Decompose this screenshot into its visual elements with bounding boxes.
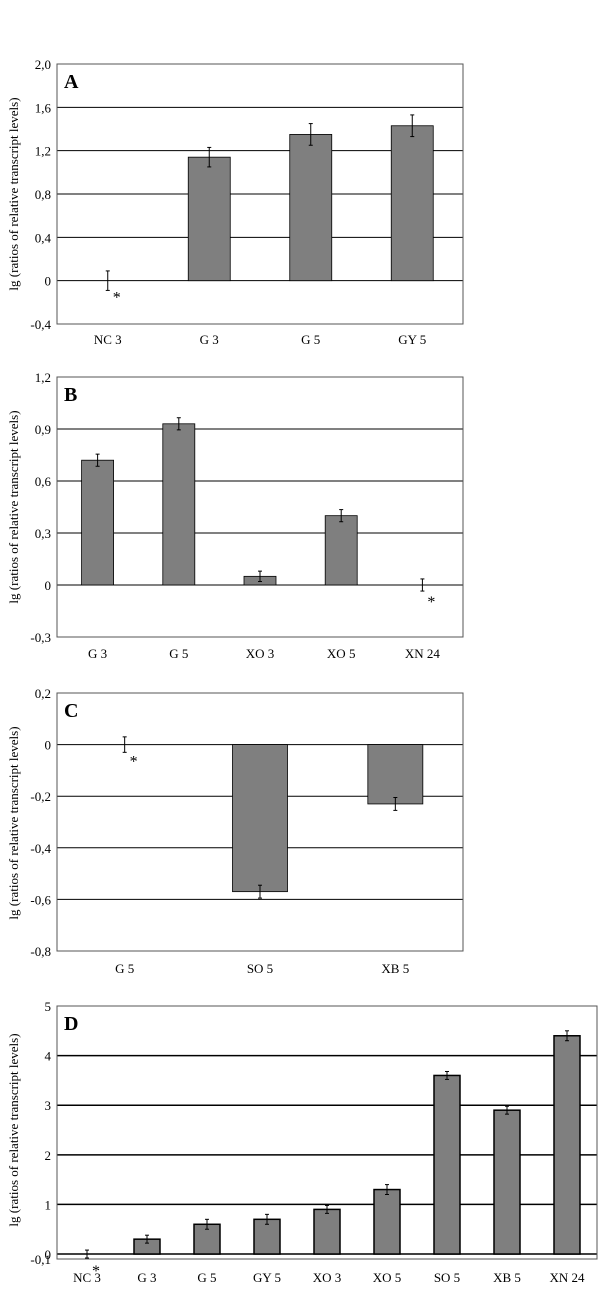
significance-asterisk: * — [427, 594, 435, 611]
y-tick-label: 0 — [45, 274, 52, 289]
category-label: G 5 — [115, 961, 134, 976]
y-tick-label: 3 — [45, 1098, 52, 1113]
category-label: XO 3 — [313, 1270, 342, 1285]
category-label: G 3 — [200, 332, 219, 347]
y-tick-label: 0,8 — [35, 187, 51, 202]
plot-frame — [56, 376, 464, 638]
y-tick-label: 0 — [45, 738, 52, 753]
significance-asterisk: * — [92, 1263, 100, 1280]
bar — [373, 1188, 401, 1255]
chart-panel-b: 1,2 0,9 0,6 0,3 0 -0,3 lg (ratios of relative … — [6, 370, 464, 661]
y-tick-label: -0,4 — [30, 841, 51, 856]
y-tick-label: 0,9 — [35, 422, 51, 437]
chart-panel-d: 5 4 3 2 1 0-0,1 lg (ratios of relative transcr… — [6, 999, 598, 1285]
y-tick-label: 2 — [45, 1148, 52, 1163]
bar — [162, 423, 196, 586]
y-tick-label: 0,4 — [35, 230, 52, 245]
category-label: XO 5 — [327, 646, 356, 661]
y-tick-label: -0,4 — [30, 317, 51, 332]
y-tick-label: 0 — [45, 578, 52, 593]
y-axis-label: lg (ratios of relative transcript levels… — [6, 726, 21, 919]
category-label: NC 3 — [73, 1270, 101, 1285]
y-tick-label: -0,3 — [30, 630, 51, 645]
bar — [81, 459, 114, 586]
y-axis-label: lg (ratios of relative transcript levels… — [6, 410, 21, 603]
category-label: XB 5 — [381, 961, 409, 976]
category-label: XN 24 — [405, 646, 441, 661]
category-label: G 5 — [301, 332, 320, 347]
y-tick-label: -0,6 — [30, 892, 51, 907]
y-tick-label: 4 — [45, 1049, 52, 1064]
panel-letter: A — [64, 71, 79, 93]
category-label: SO 5 — [434, 1270, 460, 1285]
plot-frame — [56, 692, 464, 952]
bar — [187, 156, 231, 282]
category-label: XO 5 — [373, 1270, 402, 1285]
panel-letter: D — [64, 1013, 78, 1035]
bar — [367, 744, 424, 805]
y-tick-label: 1,6 — [35, 100, 52, 115]
panel-letter: C — [64, 700, 78, 722]
y-tick-label: 5 — [45, 999, 52, 1014]
significance-asterisk: * — [113, 290, 121, 307]
category-label: G 3 — [137, 1270, 156, 1285]
chart-panel-c: 0,2 0 -0,2 -0,4 -0,6 -0,8 lg (ratios of relati… — [6, 686, 464, 976]
significance-asterisk: * — [130, 754, 138, 771]
y-tick-label: 2,0 — [35, 57, 51, 72]
y-tick-label: 1 — [45, 1197, 52, 1212]
category-label: GY 5 — [253, 1270, 281, 1285]
chart-panel-a: 2,0 1,6 1,2 0,8 0,4 0 -0,4 lg (ratios of relati… — [6, 57, 464, 347]
category-label: XO 3 — [246, 646, 275, 661]
y-tick-label: -0,1 — [30, 1252, 51, 1267]
bar — [493, 1109, 521, 1255]
bar — [324, 515, 358, 586]
y-axis-label: lg (ratios of relative transcript levels… — [6, 97, 21, 290]
category-label: GY 5 — [398, 332, 426, 347]
y-tick-label: 1,2 — [35, 370, 51, 385]
bar — [289, 134, 333, 282]
plot-frame — [56, 63, 464, 325]
category-label: SO 5 — [247, 961, 273, 976]
y-tick-label: 0,6 — [35, 474, 52, 489]
y-tick-label: -0,8 — [30, 944, 51, 959]
panel-letter: B — [64, 384, 77, 406]
y-tick-label: 0,2 — [35, 686, 51, 701]
category-label: XN 24 — [549, 1270, 585, 1285]
bar — [232, 744, 288, 893]
category-label: NC 3 — [94, 332, 122, 347]
y-tick-label: -0,2 — [30, 789, 51, 804]
y-axis-label: lg (ratios of relative transcript levels… — [6, 1033, 21, 1226]
category-label: XB 5 — [493, 1270, 521, 1285]
plot-frame — [56, 1005, 598, 1260]
category-label: G 3 — [88, 646, 107, 661]
bar — [313, 1208, 341, 1255]
bar — [553, 1035, 581, 1255]
y-tick-label: 1,2 — [35, 144, 51, 159]
category-label: G 5 — [169, 646, 188, 661]
y-tick-label: 0 — [45, 1247, 52, 1262]
bar — [390, 125, 434, 282]
bar — [433, 1074, 461, 1255]
category-label: G 5 — [197, 1270, 216, 1285]
y-tick-label: 0,3 — [35, 526, 51, 541]
